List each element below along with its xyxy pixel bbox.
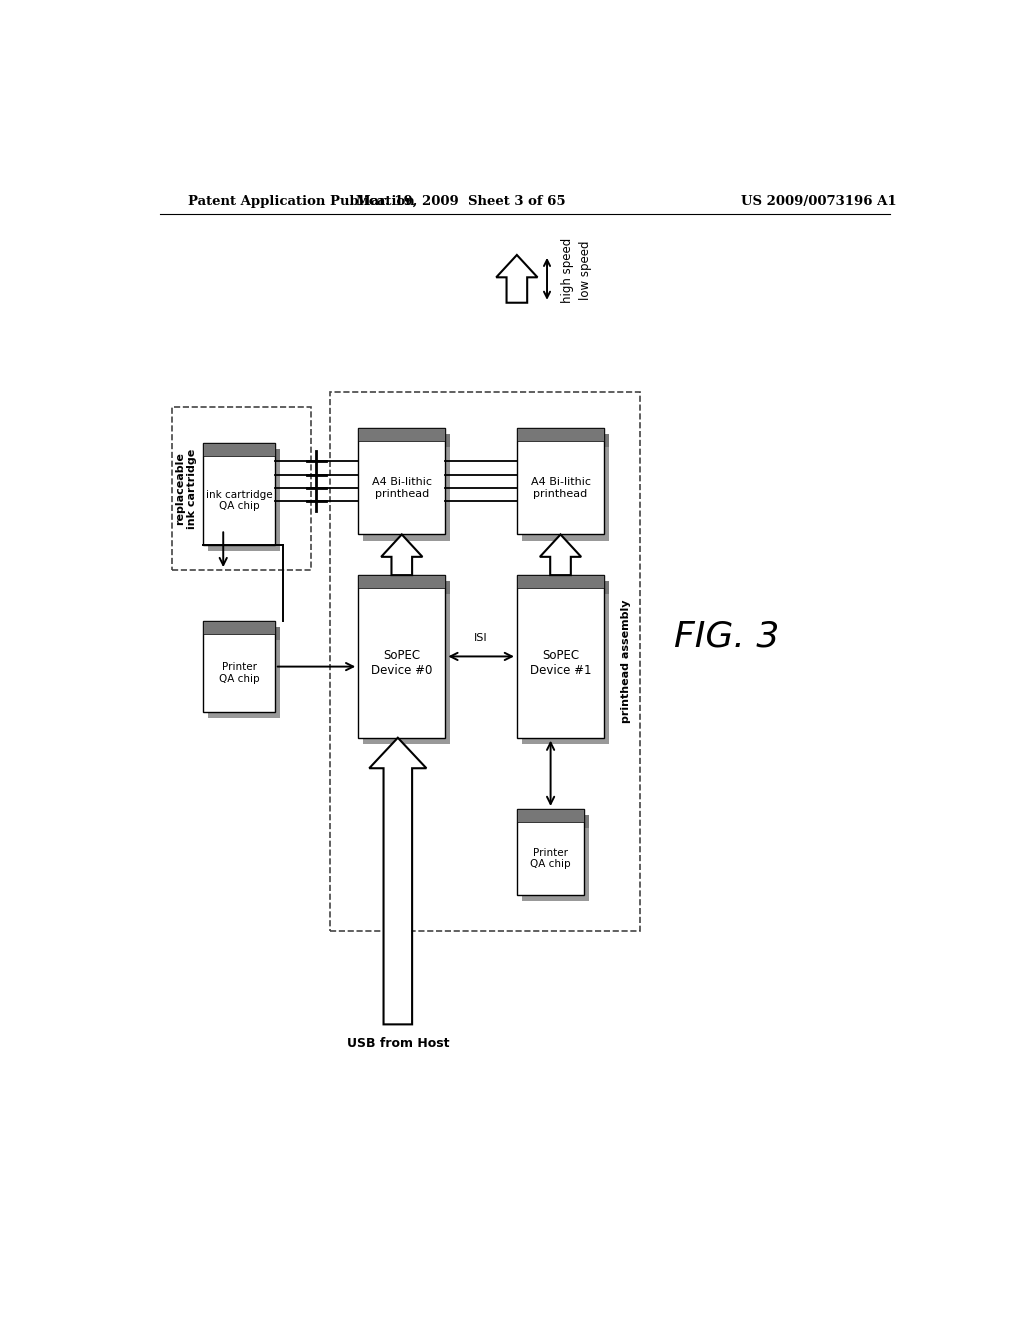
Text: SoPEC
Device #0: SoPEC Device #0: [371, 649, 432, 677]
Text: A4 Bi-lithic
printhead: A4 Bi-lithic printhead: [530, 477, 591, 499]
Bar: [521, 581, 609, 744]
Text: Patent Application Publication: Patent Application Publication: [187, 194, 415, 207]
Bar: [517, 428, 604, 441]
Bar: [358, 428, 445, 535]
Bar: [521, 434, 609, 541]
Bar: [204, 444, 274, 457]
Text: high speed: high speed: [560, 238, 573, 304]
Bar: [208, 449, 280, 550]
Bar: [204, 620, 274, 713]
Text: ink cartridge
QA chip: ink cartridge QA chip: [206, 490, 272, 511]
Polygon shape: [381, 535, 423, 576]
Bar: [358, 576, 445, 738]
Text: low speed: low speed: [579, 242, 592, 301]
Bar: [204, 620, 274, 634]
Bar: [521, 434, 609, 447]
Text: replaceable
ink cartridge: replaceable ink cartridge: [175, 449, 197, 529]
Text: printhead assembly: printhead assembly: [621, 599, 631, 723]
Bar: [362, 581, 451, 744]
Text: Printer
QA chip: Printer QA chip: [219, 663, 259, 684]
Bar: [208, 449, 280, 462]
Text: SoPEC
Device #1: SoPEC Device #1: [529, 649, 591, 677]
Bar: [204, 444, 274, 545]
Text: USB from Host: USB from Host: [346, 1036, 450, 1049]
Text: ISI: ISI: [474, 634, 488, 643]
Text: Printer
QA chip: Printer QA chip: [530, 847, 571, 870]
Bar: [517, 576, 604, 738]
Bar: [517, 809, 585, 822]
Bar: [172, 408, 310, 570]
Bar: [208, 627, 280, 718]
Bar: [362, 434, 451, 447]
Text: Mar. 19, 2009  Sheet 3 of 65: Mar. 19, 2009 Sheet 3 of 65: [356, 194, 566, 207]
Bar: [521, 814, 589, 902]
Text: FIG. 3: FIG. 3: [675, 619, 780, 653]
Bar: [208, 627, 280, 640]
Bar: [517, 428, 604, 535]
Polygon shape: [370, 738, 426, 1024]
Bar: [358, 428, 445, 441]
Bar: [521, 814, 589, 828]
Bar: [362, 581, 451, 594]
Text: US 2009/0073196 A1: US 2009/0073196 A1: [740, 194, 896, 207]
Bar: [362, 434, 451, 541]
Bar: [517, 576, 604, 589]
Polygon shape: [540, 535, 582, 576]
Text: A4 Bi-lithic
printhead: A4 Bi-lithic printhead: [372, 477, 432, 499]
Bar: [521, 581, 609, 594]
Bar: [331, 392, 640, 931]
Polygon shape: [497, 255, 538, 302]
Bar: [517, 809, 585, 895]
Bar: [358, 576, 445, 589]
